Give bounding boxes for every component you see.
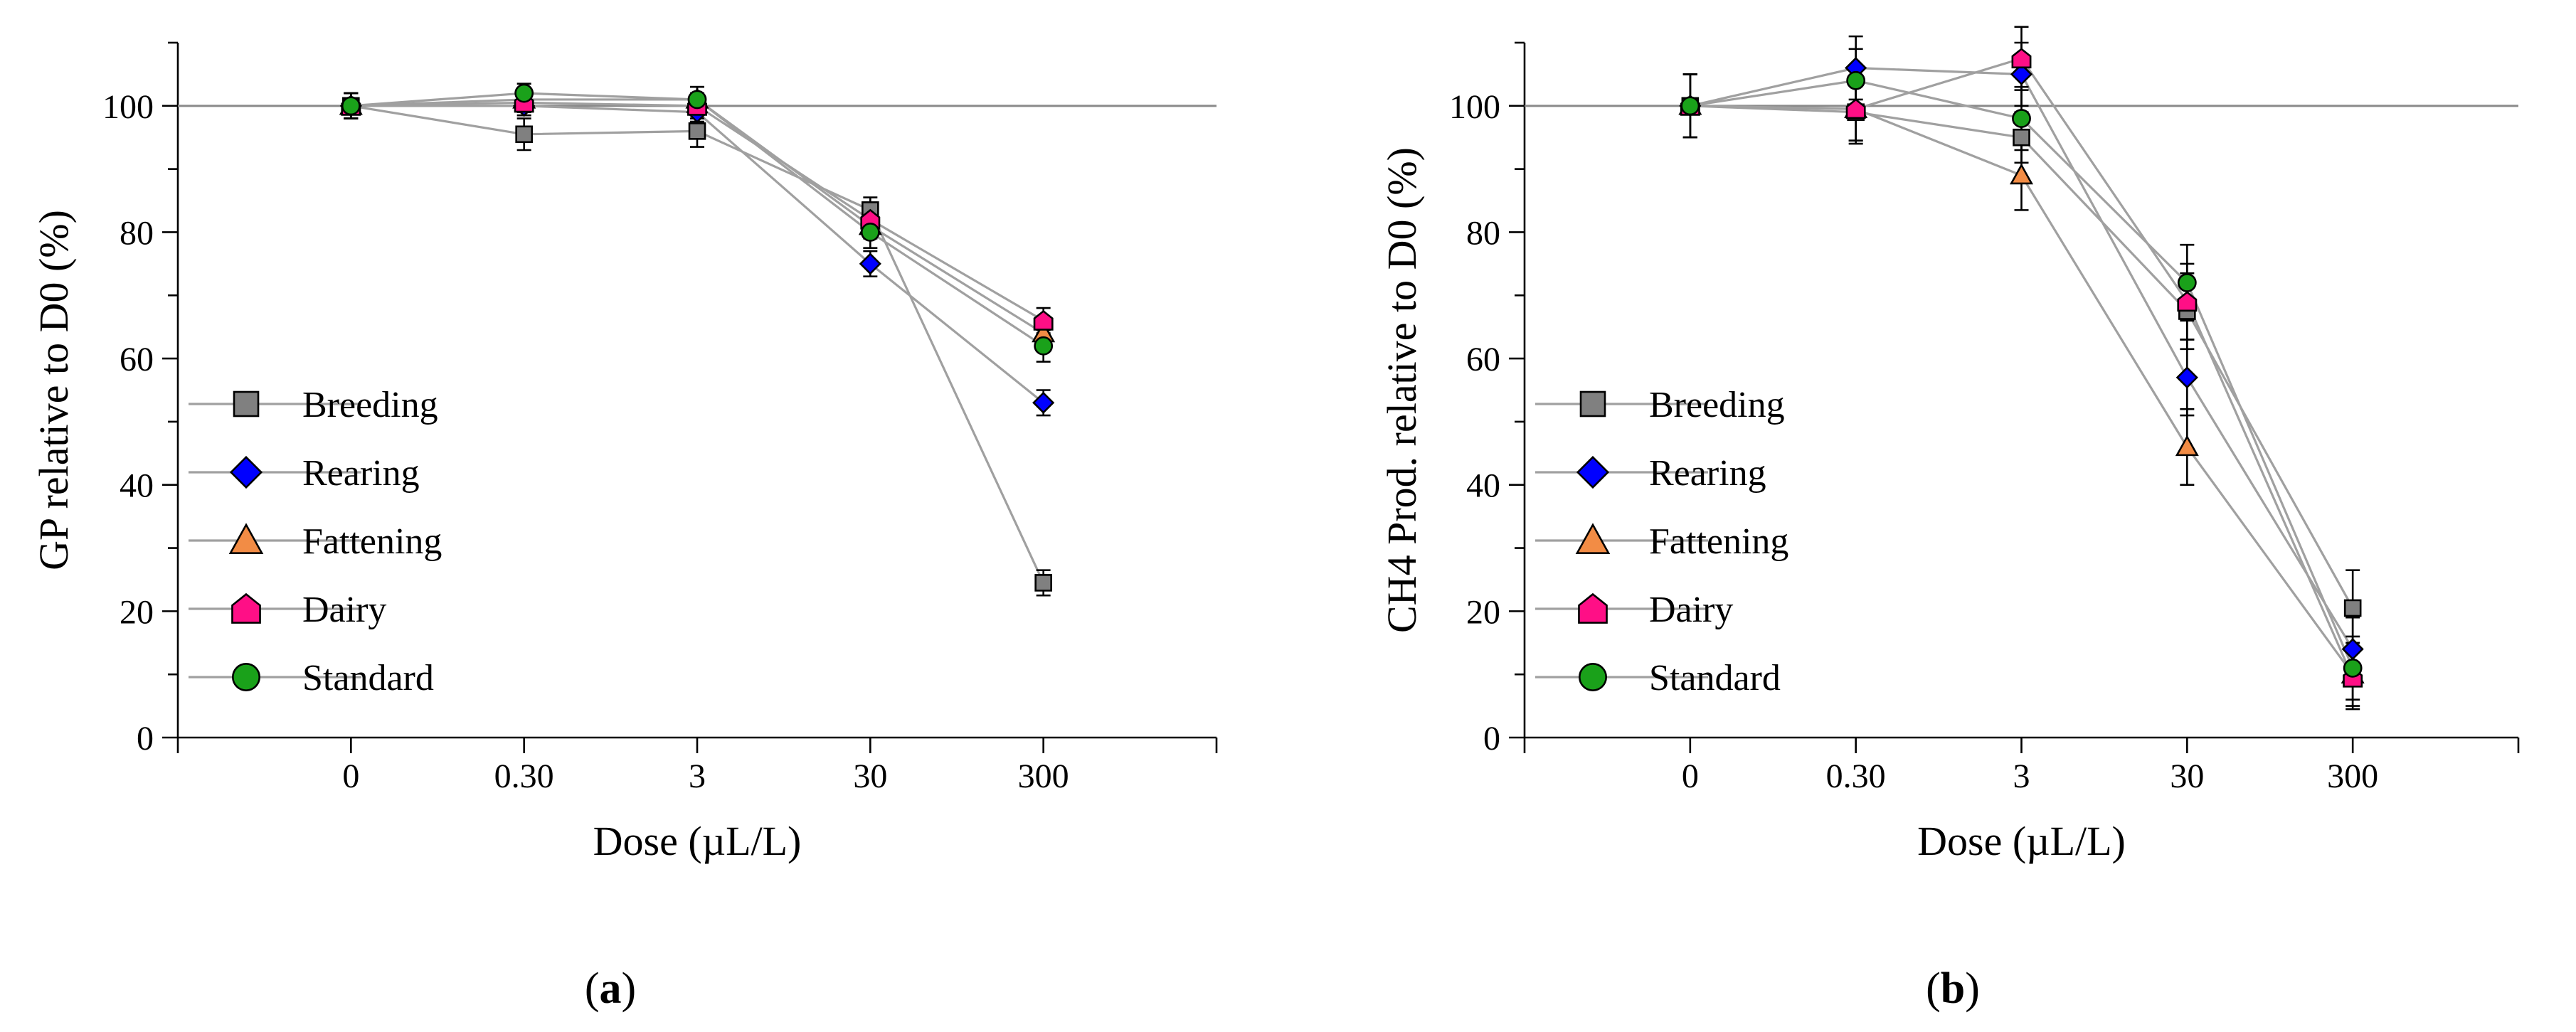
y-tick-label: 80 [120, 214, 154, 252]
legend-marker-fattening [228, 523, 264, 554]
series-line-breeding [351, 105, 1045, 584]
x-tick-label: 0.30 [1826, 757, 1886, 795]
data-point-dairy [1033, 309, 1054, 331]
panel-label: (b) [1926, 964, 1980, 1013]
y-axis-title: CH4 Prod. relative to D0 (%) [1379, 147, 1425, 633]
x-tick-label: 30 [2170, 757, 2204, 795]
legend-label-standard: Standard [302, 658, 434, 698]
y-tick-label: 40 [120, 467, 154, 505]
data-point-dairy [2011, 48, 2032, 69]
data-point-fattening [2175, 435, 2199, 457]
data-point-standard [860, 223, 880, 242]
y-tick-label: 80 [1466, 214, 1500, 252]
panel-label-close: ) [1965, 964, 1980, 1013]
legend-marker-dairy [231, 592, 261, 624]
y-tick-label: 0 [1483, 720, 1500, 757]
chart-panel-a: 0 20 40 60 80 100 0 0.30 3 30 300 GP relative to D0… [31, 41, 1218, 1013]
legend-label-breeding: Breeding [302, 385, 438, 425]
panel-label-open: ( [1926, 964, 1941, 1013]
data-point-breeding [2013, 128, 2030, 147]
x-tick-label: 3 [689, 757, 706, 795]
legend-label-standard: Standard [1649, 658, 1781, 698]
data-point-standard [2012, 109, 2031, 128]
x-axis-title: Dose (µL/L) [1917, 818, 2126, 864]
y-tick-label: 20 [120, 593, 154, 631]
data-point-breeding [515, 125, 533, 144]
x-tick-label: 0 [342, 757, 359, 795]
y-tick-label: 100 [1449, 88, 1500, 126]
data-point-rearing [1032, 391, 1055, 414]
legend-label-breeding: Breeding [1649, 385, 1785, 425]
data-point-standard [687, 90, 707, 110]
data-point-standard [2177, 273, 2197, 292]
legend-label-dairy: Dairy [1649, 590, 1733, 630]
legend-marker-rearing [229, 455, 263, 489]
data-point-rearing [859, 252, 881, 275]
x-tick-label: 0 [1682, 757, 1699, 795]
x-tick-label: 3 [2013, 757, 2030, 795]
y-tick-label: 0 [137, 720, 154, 757]
legend-marker-dairy [1578, 592, 1608, 624]
data-point-dairy [2177, 291, 2198, 312]
panel-letter: b [1941, 964, 1965, 1013]
legend-label-rearing: Rearing [1649, 453, 1766, 494]
x-axis-title: Dose (µL/L) [593, 818, 802, 864]
data-point-dairy [1845, 98, 1866, 119]
y-tick-label: 100 [102, 88, 154, 126]
data-point-breeding [688, 122, 706, 140]
y-tick-label: 60 [120, 341, 154, 378]
data-point-breeding [2343, 599, 2362, 617]
legend: Breeding Rearing Fattening Dairy Standard [1535, 385, 1788, 698]
legend: Breeding Rearing Fattening Dairy Standard [189, 385, 442, 698]
legend-label-rearing: Rearing [302, 453, 420, 494]
data-point-standard [1680, 96, 1700, 116]
legend-marker-rearing [1576, 455, 1610, 489]
y-tick-label: 60 [1466, 341, 1500, 378]
panel-label-open: ( [585, 964, 600, 1013]
legend-marker-standard [231, 662, 260, 691]
panel-label-close: ) [622, 964, 637, 1013]
panel-label: (a) [585, 964, 636, 1013]
legend-label-fattening: Fattening [302, 521, 442, 562]
data-point-standard [1846, 70, 1866, 90]
x-tick-label: 0.30 [494, 757, 554, 795]
chart-panel-b: 0 20 40 60 80 100 0 0.30 3 30 300 CH4 Prod. relativ… [1379, 26, 2520, 1013]
y-tick-label: 20 [1466, 593, 1500, 631]
legend-marker-breeding [233, 390, 260, 417]
legend-marker-breeding [1579, 390, 1606, 417]
data-point-standard [1034, 336, 1054, 356]
legend-label-fattening: Fattening [1649, 521, 1788, 562]
x-tick-label: 30 [853, 757, 887, 795]
data-point-standard [2343, 658, 2363, 678]
data-point-standard [341, 96, 361, 116]
y-tick-label: 40 [1466, 467, 1500, 505]
x-tick-label: 300 [1018, 757, 1069, 795]
legend-marker-standard [1579, 662, 1608, 691]
legend-label-dairy: Dairy [302, 590, 386, 630]
data-point-breeding [1034, 574, 1052, 592]
y-axis-title: GP relative to D0 (%) [31, 210, 77, 570]
data-point-rearing [2175, 366, 2198, 389]
x-tick-label: 300 [2327, 757, 2378, 795]
panel-letter: a [600, 964, 622, 1013]
legend-marker-fattening [1575, 523, 1611, 554]
data-point-fattening [2009, 163, 2034, 185]
data-point-rearing [2010, 63, 2033, 85]
data-point-standard [514, 83, 534, 103]
